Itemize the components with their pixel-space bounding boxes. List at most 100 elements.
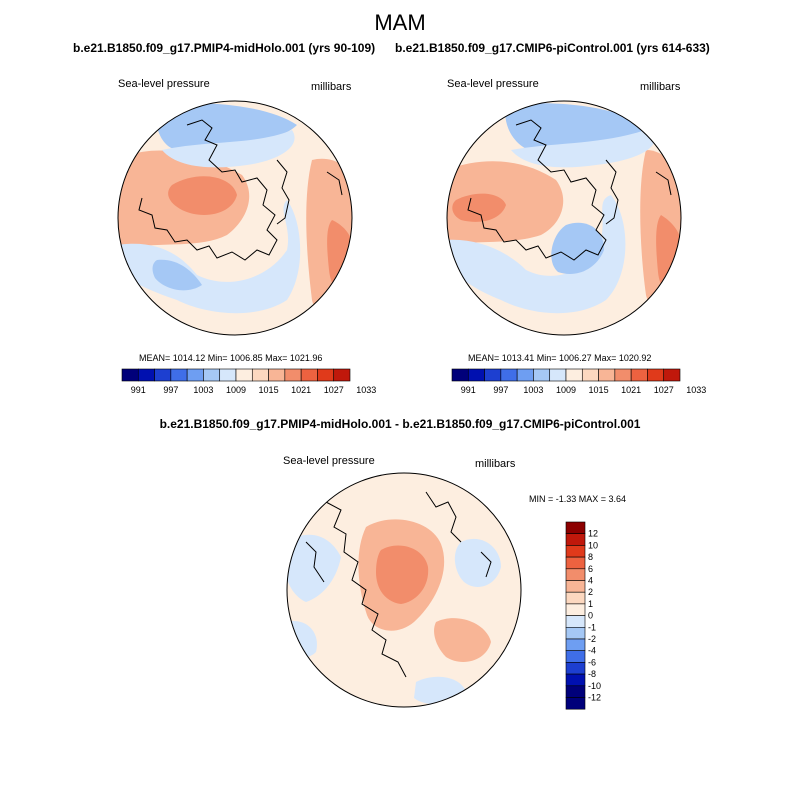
- panel2-units-label: millibars: [640, 81, 681, 93]
- panel2-map-border: [446, 100, 682, 336]
- panel2-stats: MEAN= 1013.41 Min= 1006.27 Max= 1020.92: [468, 353, 652, 363]
- panel1-colorbar-box: [268, 368, 286, 382]
- difference-coastline: [305, 541, 325, 583]
- difference-colorbar-tick-label: 10: [588, 540, 598, 550]
- panel1-colorbar-tick-label: 1009: [226, 385, 246, 395]
- difference-colorbar-tick-label: 4: [588, 576, 593, 586]
- difference-field: [454, 538, 501, 587]
- panel2-colorbar-tick-label: 1033: [686, 385, 706, 395]
- difference-coastline: [310, 501, 407, 678]
- panel1-colorbar-tick-label: 1033: [356, 385, 376, 395]
- difference-colorbar-box: [565, 568, 586, 581]
- difference-colorbar-tick-label: -2: [588, 634, 596, 644]
- difference-colorbar-tick-label: -6: [588, 657, 596, 667]
- panel2-colorbar-tick-label: 1027: [654, 385, 674, 395]
- difference-colorbar-box: [565, 591, 586, 605]
- difference-colorbar-box: [565, 533, 586, 546]
- difference-colorbar-tick-label: -1: [588, 622, 596, 632]
- panel1-coastline: [138, 119, 278, 261]
- panel1-pressure-field: [152, 259, 202, 291]
- panel1-colorbar: 991 997 1003 1009 1015 1021 1027 1033: [121, 368, 376, 395]
- difference-title: b.e21.B1850.f09_g17.PMIP4-midHolo.001 - …: [159, 417, 641, 431]
- difference-colorbar-box: [565, 521, 586, 534]
- difference-colorbar-tick-label: 8: [588, 552, 593, 562]
- difference-colorbar-tick-label: 6: [588, 564, 593, 574]
- difference-colorbar-tick-label: 0: [588, 611, 593, 621]
- panel2-colorbar-box: [647, 368, 665, 382]
- panel1-polar-map: [117, 100, 353, 336]
- panel1-coastline: [276, 159, 290, 225]
- panel2-colorbar-tick-label: 1021: [621, 385, 641, 395]
- panel2-colorbar-box: [500, 368, 518, 382]
- panel1-colorbar-tick-label: 1003: [193, 385, 213, 395]
- panel2-colorbar-box: [598, 368, 616, 382]
- panel2-colorbar-box: [516, 368, 534, 382]
- panel2-colorbar-box: [630, 368, 648, 382]
- panel1-colorbar-tick-label: 1021: [291, 385, 311, 395]
- panel2-colorbar-box: [467, 368, 485, 382]
- difference-colorbar-box: [565, 685, 586, 698]
- panel2-coastline: [467, 119, 607, 261]
- panel1-colorbar-tick-label: 1015: [259, 385, 279, 395]
- difference-colorbar-tick-label: -4: [588, 646, 596, 656]
- panel2-coastline: [655, 171, 672, 196]
- difference-colorbar-box: [565, 556, 586, 570]
- panel1-colorbar-box: [333, 368, 351, 382]
- difference-colorbar-box: [565, 603, 586, 616]
- panel1-colorbar-tick-label: 1027: [324, 385, 344, 395]
- panel1-pressure-field: [168, 176, 237, 215]
- panel2-colorbar-tick-label: 997: [493, 385, 508, 395]
- panel1-colorbar-tick-label: 997: [163, 385, 178, 395]
- panel1-pressure-field: [118, 200, 301, 314]
- difference-colorbar-box: [565, 580, 586, 593]
- difference-coastline: [480, 551, 492, 578]
- difference-colorbar-box: [565, 545, 586, 558]
- panel1-colorbar-box: [219, 368, 237, 382]
- panel2-colorbar-box: [663, 368, 681, 382]
- difference-polar-map: [286, 472, 522, 708]
- panel2-variable-label: Sea-level pressure: [447, 78, 539, 90]
- difference-colorbar-box: [565, 627, 586, 640]
- panel1-colorbar-box: [203, 368, 221, 382]
- panel1-colorbar-box: [186, 368, 204, 382]
- panel1-stats: MEAN= 1014.12 Min= 1006.85 Max= 1021.96: [139, 353, 323, 363]
- difference-stats: MIN = -1.33 MAX = 3.64: [529, 494, 627, 504]
- panel2-colorbar-box: [565, 368, 583, 382]
- panel1-coastline: [326, 171, 343, 196]
- difference-colorbar-tick-label: -12: [588, 693, 601, 703]
- difference-field: [434, 618, 491, 662]
- panel1-units-label: millibars: [311, 81, 352, 93]
- panel1-title: b.e21.B1850.f09_g17.PMIP4-midHolo.001 (y…: [73, 41, 376, 55]
- panel2-colorbar-tick-label: 991: [461, 385, 476, 395]
- panel1-colorbar-box: [251, 368, 269, 382]
- panel1-colorbar-box: [284, 368, 302, 382]
- difference-variable-label: Sea-level pressure: [283, 455, 375, 467]
- panel2-colorbar-tick-label: 1009: [556, 385, 576, 395]
- difference-colorbar-box: [565, 662, 586, 675]
- panel1-colorbar-box: [300, 368, 318, 382]
- difference-colorbar-tick-label: -8: [588, 669, 596, 679]
- panel2-colorbar-box: [484, 368, 502, 382]
- panel2-colorbar-tick-label: 1003: [523, 385, 543, 395]
- panel2-colorbar-box: [549, 368, 567, 382]
- difference-field: [376, 545, 429, 604]
- panel2-colorbar-box: [581, 368, 599, 382]
- difference-colorbar-box: [565, 615, 586, 628]
- panel2-colorbar: 991 997 1003 1009 1015 1021 1027 1033: [451, 368, 706, 395]
- difference-colorbar-tick-label: 2: [588, 587, 593, 597]
- panel1-colorbar-box: [121, 368, 139, 382]
- figure-title: MAM: [374, 10, 426, 35]
- panel2-pressure-field: [551, 222, 604, 274]
- difference-colorbar-tick-label: 12: [588, 529, 598, 539]
- difference-coastline: [425, 491, 462, 543]
- panel1-map-border: [117, 100, 353, 336]
- panel1-variable-label: Sea-level pressure: [118, 78, 210, 90]
- panel2-title: b.e21.B1850.f09_g17.CMIP6-piControl.001 …: [395, 41, 710, 55]
- panel2-pressure-field: [452, 193, 506, 222]
- panel2-colorbar-box: [533, 368, 551, 382]
- difference-colorbar-box: [565, 697, 586, 710]
- panel1-colorbar-box: [170, 368, 188, 382]
- panel2-polar-map: [446, 100, 682, 336]
- difference-field: [287, 534, 341, 602]
